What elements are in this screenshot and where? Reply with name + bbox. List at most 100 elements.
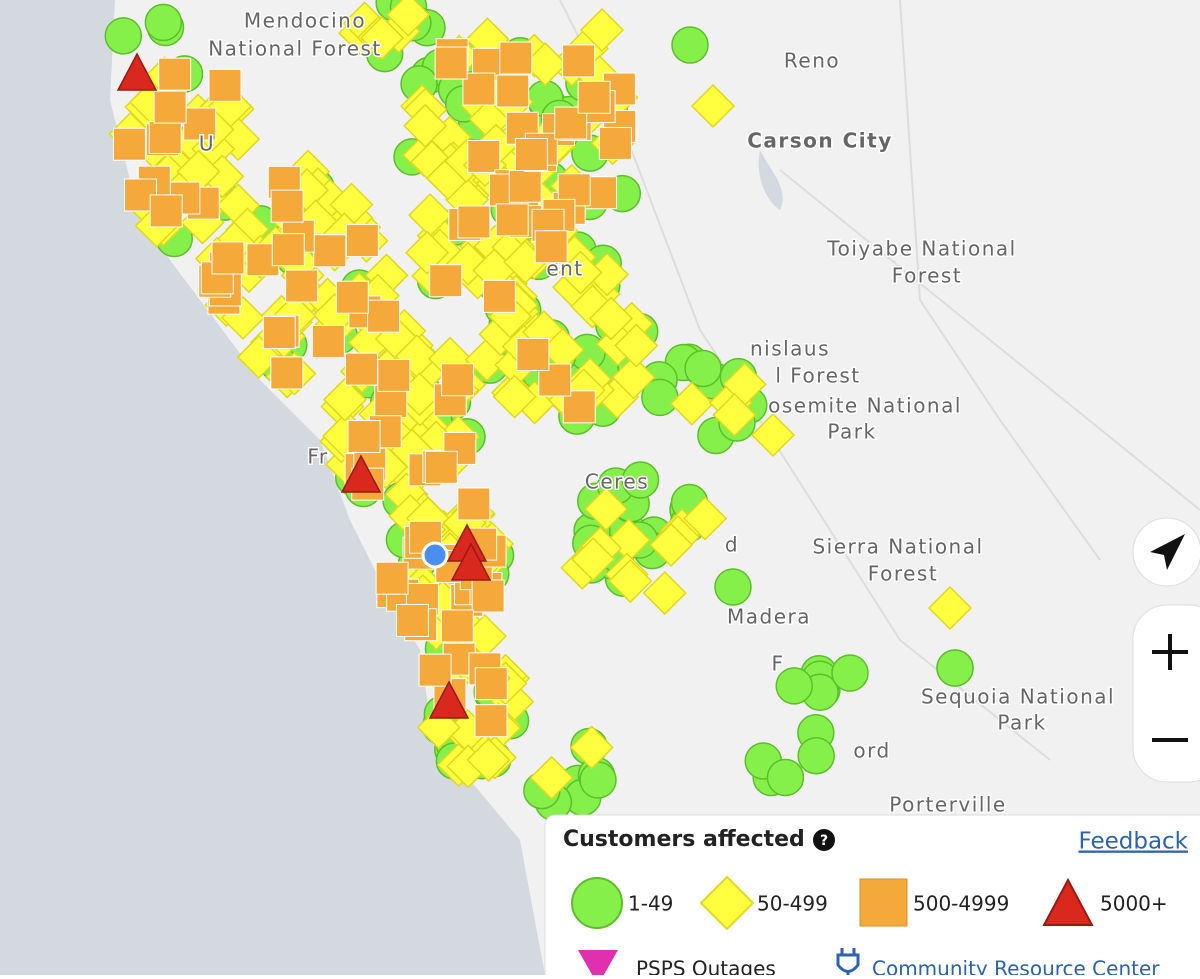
outage-marker (395, 603, 429, 637)
outage-marker (270, 189, 304, 223)
outage-marker (496, 74, 530, 108)
outage-marker (766, 758, 805, 797)
place-label: Fr (307, 445, 328, 469)
place-label: Reno (784, 49, 840, 73)
outage-marker (775, 667, 813, 705)
outage-marker (466, 737, 511, 782)
place-label: Sierra National (812, 535, 983, 559)
outage-marker (508, 169, 542, 203)
zoom-control[interactable] (1132, 604, 1200, 783)
place-label: ord (853, 739, 890, 763)
place-label: U (199, 132, 215, 156)
outage-marker (416, 705, 461, 750)
outage-marker (611, 355, 656, 400)
outage-marker (683, 496, 728, 541)
outage-marker (714, 568, 752, 606)
outage-marker (211, 241, 245, 275)
outage-marker (570, 284, 615, 329)
outage-marker (598, 126, 632, 160)
outage-marker (569, 725, 614, 770)
outage-marker (671, 26, 709, 64)
outage-marker (467, 139, 501, 173)
outage-marker (936, 649, 974, 687)
legend-label: 50-499 (757, 892, 828, 916)
outage-marker (474, 704, 508, 738)
zoom-in[interactable] (1152, 634, 1188, 670)
legend: Customers affected ? Feedback 1-49 50-49… (544, 814, 1200, 979)
outage-marker (148, 120, 182, 154)
place-label: Porterville (889, 793, 1007, 817)
outage-marker (577, 80, 611, 114)
outage-marker (495, 203, 529, 237)
outage-marker (579, 7, 625, 53)
outage-marker (457, 205, 491, 239)
outage-marker (482, 279, 516, 313)
outage-marker (750, 412, 796, 458)
place-label: F (771, 652, 784, 676)
outage-marker (375, 561, 409, 595)
outage-marker (471, 579, 505, 613)
place-label: Ceres (585, 470, 649, 494)
place-label: d (725, 533, 739, 557)
legend-label: PSPS Outages (636, 957, 776, 976)
outage-marker (347, 420, 381, 454)
place-label: Forest (892, 264, 962, 288)
outage-marker (112, 127, 146, 161)
outage-marker (927, 585, 973, 631)
outage-marker (450, 542, 492, 581)
legend-label: 1-49 (628, 892, 673, 916)
outage-marker (529, 755, 574, 800)
outage-marker (579, 761, 617, 799)
lake (758, 150, 783, 210)
place-label: National Forest (208, 37, 382, 61)
outage-marker (335, 280, 369, 314)
resource-icon (836, 948, 860, 979)
feedback-link[interactable]: Feedback (1078, 829, 1188, 855)
locate-button[interactable] (1132, 517, 1200, 587)
ocean (0, 0, 545, 975)
outage-marker (311, 325, 345, 359)
outage-marker (440, 609, 474, 643)
legend-title: Customers affected (563, 827, 805, 852)
psps-icon (578, 950, 618, 979)
outage-marker (116, 52, 158, 91)
legend-triangle (1042, 877, 1094, 926)
outage-marker (285, 269, 319, 303)
outage-marker (588, 296, 634, 341)
outage-marker (149, 194, 183, 228)
outage-marker (270, 356, 304, 390)
outage-marker (418, 653, 452, 687)
outage-marker (558, 250, 603, 295)
outage-marker (345, 352, 379, 386)
legend-label: 500-4999 (913, 892, 1009, 916)
help-mark[interactable]: ? (820, 833, 828, 849)
outage-marker (584, 486, 629, 532)
help-icon[interactable] (813, 829, 835, 851)
legend-circle (571, 877, 623, 929)
place-label: Park (827, 420, 876, 444)
outage-marker (144, 3, 183, 42)
resource-link[interactable]: Community Resource Center (872, 957, 1160, 979)
outage-marker (158, 57, 192, 91)
outage-marker (441, 363, 475, 397)
legend-label: 5000+ (1100, 892, 1168, 916)
outage-marker (831, 654, 869, 692)
legend-square (859, 878, 908, 927)
outage-marker (424, 450, 458, 484)
outage-marker (642, 570, 687, 616)
outage-marker (649, 522, 694, 567)
place-label: ent (546, 257, 583, 281)
legend-diamond (699, 875, 755, 931)
outage-marker (405, 230, 450, 275)
outage-marker (271, 233, 305, 267)
outage-marker (428, 680, 470, 719)
outage-marker (313, 234, 347, 268)
outage-marker (562, 44, 596, 78)
place-label: Toiyabe National (826, 237, 1016, 261)
outage-marker (153, 90, 187, 124)
outage-marker (104, 17, 143, 55)
outage-marker (403, 103, 448, 148)
outage-marker (614, 323, 659, 368)
outage-marker (345, 224, 379, 258)
